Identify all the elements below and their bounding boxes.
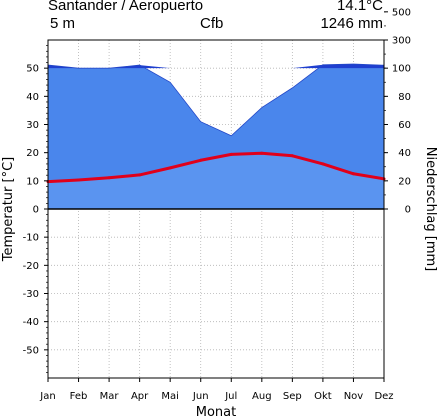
left-tick-label: 40 xyxy=(26,92,39,103)
humid-period-area xyxy=(48,64,384,182)
right-axis-title: Niederschlag [mm] xyxy=(423,147,438,272)
x-tick-label: Mai xyxy=(161,391,179,402)
left-tick-label: 10 xyxy=(26,176,39,187)
left-tick-label: -40 xyxy=(23,317,39,328)
right-tick-label: 500 xyxy=(392,7,411,18)
left-axis-title: Temperatur [°C] xyxy=(1,157,16,263)
temperature-point xyxy=(290,154,294,158)
right-tick-label: 300 xyxy=(392,36,411,47)
temperature-point xyxy=(229,152,233,156)
x-axis-title: Monat xyxy=(196,405,236,418)
temperature-point xyxy=(138,173,142,177)
x-tick-label: Jun xyxy=(192,391,209,402)
right-tick-label: 80 xyxy=(398,92,411,103)
x-tick-label: Okt xyxy=(314,391,332,402)
left-tick-label: 20 xyxy=(26,148,39,159)
left-tick-label: 0 xyxy=(33,205,39,216)
precipitation-areas xyxy=(47,63,385,209)
left-tick-label: -20 xyxy=(23,261,39,272)
temperature-point xyxy=(77,178,81,182)
mean-temperature: 14.1°C xyxy=(336,0,383,14)
x-tick-label: Nov xyxy=(344,391,364,402)
right-tick-label: 100 xyxy=(392,64,411,75)
x-tick-label: Jul xyxy=(224,391,237,402)
x-tick-label: Jan xyxy=(39,391,55,402)
temperature-point xyxy=(168,166,172,170)
left-tick-label: 30 xyxy=(26,120,39,131)
x-tick-label: Mar xyxy=(100,391,120,402)
temperature-point xyxy=(107,176,111,180)
station-name: Santander / Aeropuerto xyxy=(48,0,204,14)
left-tick-label: -10 xyxy=(23,233,39,244)
precipitation-area xyxy=(48,153,384,209)
x-tick-label: Dez xyxy=(374,391,393,402)
right-tick-label: 0 xyxy=(405,205,411,216)
x-tick-label: Sep xyxy=(283,391,302,402)
axes xyxy=(44,11,388,382)
x-tick-label: Aug xyxy=(252,391,272,402)
temperature-point xyxy=(199,158,203,162)
precipitation-line xyxy=(47,63,385,137)
climate-class: Cfb xyxy=(200,15,224,32)
annual-precipitation: 1246 mm xyxy=(320,15,383,32)
left-tick-label: -50 xyxy=(23,345,39,356)
precipitation-excess-area xyxy=(48,64,384,69)
temperature-line xyxy=(47,151,385,184)
x-tick-label: Apr xyxy=(131,391,149,402)
left-tick-label: 50 xyxy=(26,64,39,75)
right-tick-label: 40 xyxy=(398,148,411,159)
left-tick-label: -30 xyxy=(23,289,39,300)
temperature-point xyxy=(260,151,264,155)
right-tick-label: 60 xyxy=(398,120,411,131)
right-tick-label: 20 xyxy=(398,176,411,187)
x-tick-label: Feb xyxy=(70,391,88,402)
temperature-point xyxy=(321,162,325,166)
elevation: 5 m xyxy=(50,15,76,32)
temperature-point xyxy=(351,172,355,176)
